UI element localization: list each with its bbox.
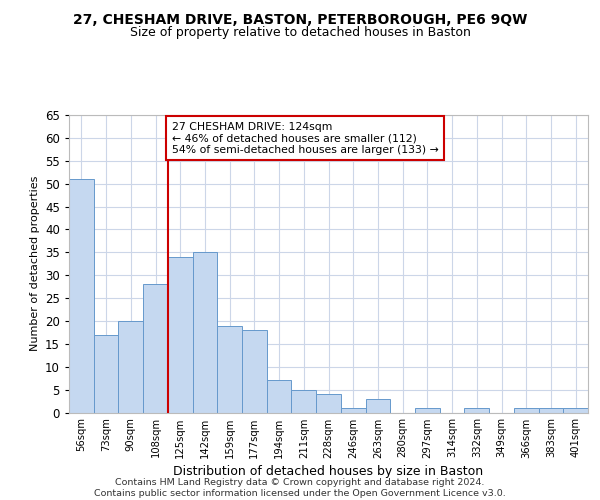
Bar <box>464 408 489 412</box>
Bar <box>415 408 440 412</box>
Bar <box>94 334 118 412</box>
Bar <box>539 408 563 412</box>
Bar <box>267 380 292 412</box>
Bar <box>69 179 94 412</box>
Y-axis label: Number of detached properties: Number of detached properties <box>29 176 40 352</box>
X-axis label: Distribution of detached houses by size in Baston: Distribution of detached houses by size … <box>173 464 484 477</box>
Bar <box>514 408 539 412</box>
Bar <box>563 408 588 412</box>
Bar <box>292 390 316 412</box>
Bar <box>217 326 242 412</box>
Bar <box>242 330 267 412</box>
Bar <box>143 284 168 412</box>
Bar <box>118 321 143 412</box>
Bar <box>365 399 390 412</box>
Bar <box>316 394 341 412</box>
Text: Contains HM Land Registry data © Crown copyright and database right 2024.
Contai: Contains HM Land Registry data © Crown c… <box>94 478 506 498</box>
Text: 27 CHESHAM DRIVE: 124sqm
← 46% of detached houses are smaller (112)
54% of semi-: 27 CHESHAM DRIVE: 124sqm ← 46% of detach… <box>172 122 439 155</box>
Bar <box>193 252 217 412</box>
Text: 27, CHESHAM DRIVE, BASTON, PETERBOROUGH, PE6 9QW: 27, CHESHAM DRIVE, BASTON, PETERBOROUGH,… <box>73 12 527 26</box>
Bar <box>168 257 193 412</box>
Text: Size of property relative to detached houses in Baston: Size of property relative to detached ho… <box>130 26 470 39</box>
Bar <box>341 408 365 412</box>
